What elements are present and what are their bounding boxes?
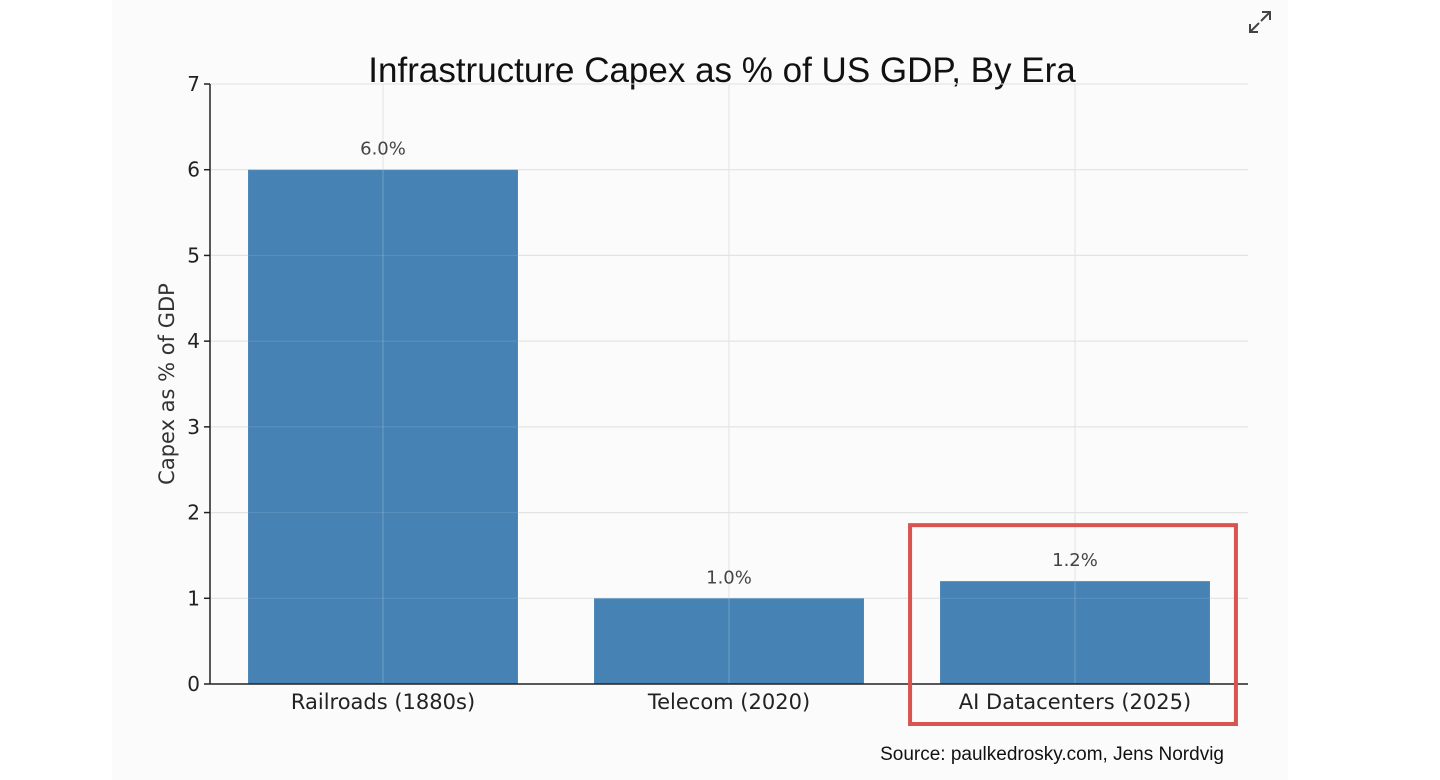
- bar-value-label: 1.2%: [1052, 550, 1098, 571]
- y-tick-label: 3: [187, 415, 200, 439]
- x-tick-label: Telecom (2020): [647, 690, 810, 714]
- expand-button[interactable]: [1246, 8, 1274, 36]
- bars: [210, 83, 1248, 684]
- bar: [248, 169, 518, 684]
- highlight-box: [908, 523, 1238, 727]
- y-tick-label: 0: [187, 672, 200, 696]
- bar-value-label: 1.0%: [706, 567, 752, 588]
- y-axis-label: Capex as % of GDP: [155, 283, 179, 485]
- bar: [940, 581, 1210, 684]
- source-note: Source: paulkedrosky.com, Jens Nordvig: [880, 744, 1224, 765]
- axes: [204, 83, 1248, 685]
- y-tick-label: 2: [187, 501, 200, 525]
- bar-value-label: 6.0%: [360, 139, 406, 160]
- y-tick-label: 4: [187, 329, 200, 353]
- y-tick-label: 1: [187, 586, 200, 610]
- y-tick-label: 5: [187, 243, 200, 267]
- expand-icon: [1249, 11, 1271, 33]
- labels: 0 1 2 3 4 5 6 7 Railroads (1880s) Telecom (2020) A…: [187, 72, 1191, 714]
- bar: [594, 598, 864, 684]
- y-tick-label: 7: [187, 72, 200, 96]
- x-tick-label: Railroads (1880s): [291, 690, 475, 714]
- y-tick-label: 6: [187, 158, 200, 182]
- x-tick-label: AI Datacenters (2025): [959, 690, 1191, 714]
